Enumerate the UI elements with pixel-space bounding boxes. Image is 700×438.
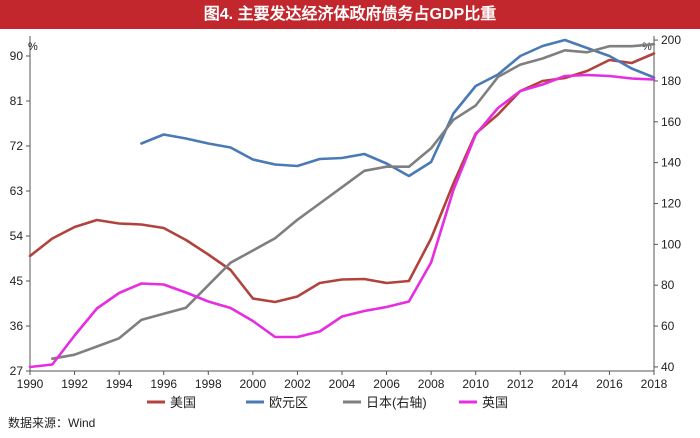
left-tick-label: 63 [10,184,24,198]
chart-title: 图4. 主要发达经济体政府债务占GDP比重 [0,0,700,29]
x-tick-label: 1994 [106,377,133,391]
x-tick-label: 2000 [240,377,267,391]
right-tick-label: 80 [661,278,675,292]
x-tick-label: 2018 [641,377,668,391]
right-tick-label: 100 [661,237,681,251]
series-line-1 [140,38,656,178]
left-tick-label: 54 [10,229,24,243]
x-tick-label: 2010 [462,377,489,391]
left-tick-label: 90 [10,49,24,63]
legend-label-1: 欧元区 [269,395,308,410]
left-axis-unit: % [28,41,38,53]
chart-legend: 美国 欧元区 日本(右轴) 英国 [147,395,508,410]
left-tick-label: 27 [10,364,24,378]
x-tick-label: 2004 [329,377,356,391]
right-axis-unit: % [642,41,652,53]
x-tick-label: 1992 [61,377,88,391]
legend-label-0: 美国 [170,395,196,410]
right-tick-label: 180 [661,74,681,88]
x-tick-label: 2012 [507,377,534,391]
series-line-2 [50,42,656,361]
right-tick-label: 60 [661,319,675,333]
chart-axes: % % 27 36 45 54 63 72 81 90 40 60 80 100 120 140 160 180 2… [10,33,682,391]
right-tick-label: 40 [661,360,675,374]
right-tick-label: 200 [661,33,681,47]
x-tick-label: 2016 [596,377,623,391]
x-tick-label: 2006 [373,377,400,391]
right-tick-label: 140 [661,156,681,170]
x-tick-label: 1996 [150,377,177,391]
legend-label-2: 日本(右轴) [366,395,427,410]
right-tick-label: 120 [661,197,681,211]
left-tick-label: 36 [10,319,24,333]
data-source-note: 数据来源：Wind [8,416,96,430]
left-tick-label: 45 [10,274,24,288]
right-tick-label: 160 [661,115,681,129]
left-tick-label: 81 [10,94,24,108]
left-tick-label: 72 [10,139,24,153]
x-tick-label: 2014 [552,377,579,391]
legend-label-3: 英国 [482,395,508,410]
x-tick-label: 2008 [418,377,445,391]
x-tick-label: 2002 [284,377,311,391]
x-tick-label: 1990 [17,377,44,391]
x-tick-label: 1998 [195,377,222,391]
series-line-3 [28,73,656,369]
chart-canvas: % % 27 36 45 54 63 72 81 90 40 60 80 100 120 140 160 180 2… [10,33,682,410]
series-line-0 [28,52,656,304]
chart-series-lines [28,38,656,369]
